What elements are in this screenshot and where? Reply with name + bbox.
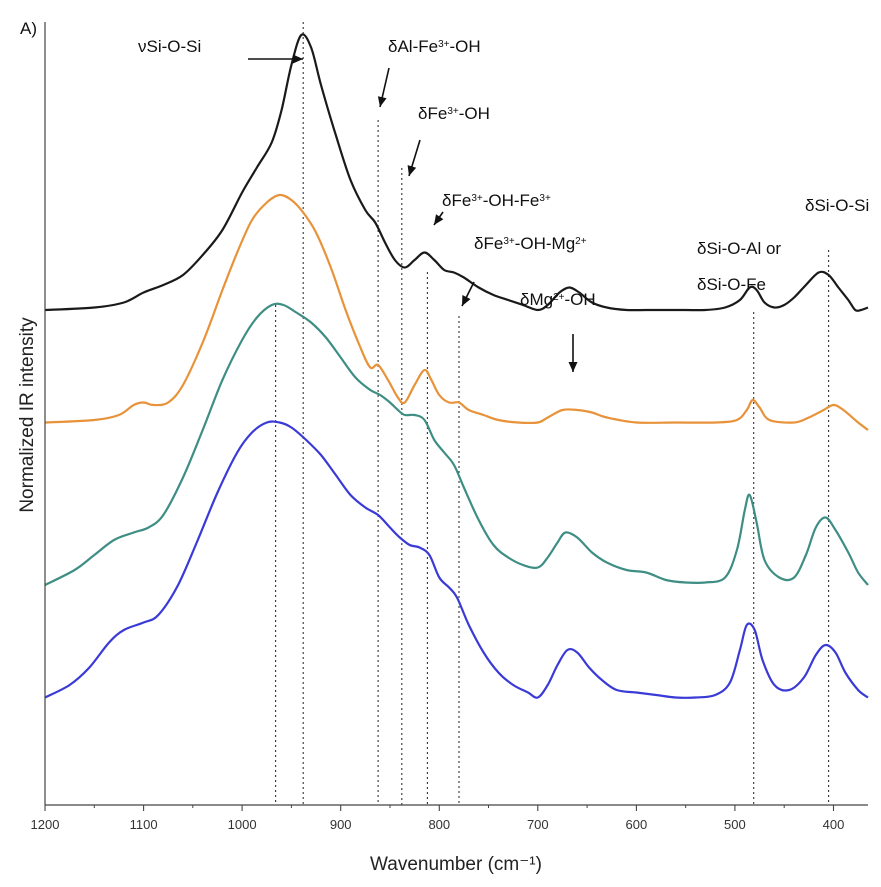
annotation-4: δFe3+-OH-Fe3+ (442, 191, 551, 210)
annotation-7: δSi-O-Al or (697, 239, 781, 258)
annotation-8: δSi-O-Fe (697, 275, 766, 294)
annotation-5: δFe3+-OH-Mg2+ (474, 234, 587, 253)
annotation-arrows (248, 54, 578, 372)
annotation-6: δMg2+-OH (520, 290, 596, 309)
x-tick-label-1000: 1000 (228, 817, 257, 832)
annotation-2: δAl-Fe3+-OH (388, 37, 481, 56)
x-tick-label-500: 500 (724, 817, 746, 832)
annotation-3: δFe3+-OH (418, 104, 490, 123)
arrow-head-5 (462, 295, 471, 306)
arrow-head-6 (568, 362, 578, 372)
arrow-head-3 (407, 165, 417, 176)
x-tick-label-1100: 1100 (130, 817, 158, 832)
x-tick-label-1200: 1200 (31, 817, 60, 832)
arrow-head-4 (434, 214, 444, 225)
x-axis-title: Wavenumber (cm⁻¹) (370, 854, 542, 875)
axes (44, 22, 868, 806)
annotation-9: δSi-O-Si (805, 196, 869, 215)
spectrum-line-2 (44, 193, 869, 431)
panel-label: A) (20, 19, 37, 38)
x-tick-label-600: 600 (626, 817, 648, 832)
spectrum-line-3 (44, 302, 869, 586)
spectra-series (44, 33, 869, 699)
x-tick-label-700: 700 (527, 817, 549, 832)
spectrum-line-4 (44, 420, 869, 699)
dotted-guide-lines (275, 22, 830, 805)
arrow-head-1 (293, 54, 303, 64)
band-annotations: νSi-O-Si δAl-Fe3+-OH δFe3+-OH δFe3+-OH-Fe3+… (138, 37, 869, 309)
annotation-1: νSi-O-Si (138, 37, 201, 56)
arrow-head-2 (377, 96, 387, 107)
x-tick-label-900: 900 (330, 817, 352, 832)
spectrum-line-1 (44, 33, 869, 312)
y-axis-title: Normalized IR intensity (17, 317, 38, 513)
x-tick-label-400: 400 (823, 817, 845, 832)
x-ticks: 1200 1100 1000 900 800 700 600 500 400 (31, 805, 845, 832)
x-tick-label-800: 800 (428, 817, 450, 832)
